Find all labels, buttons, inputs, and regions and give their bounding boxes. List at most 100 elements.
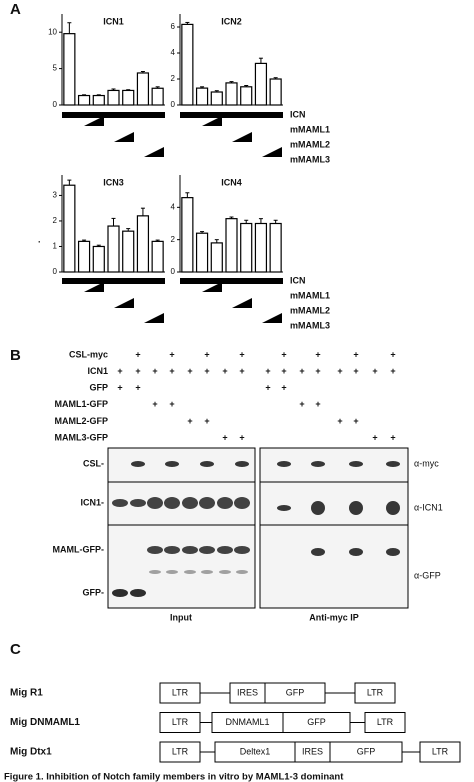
element-label: LTR [172, 717, 189, 727]
y-tick-label: 2 [171, 74, 176, 83]
band [184, 570, 196, 574]
element-label: Deltex1 [240, 746, 271, 756]
sign: + [222, 366, 227, 376]
band [182, 497, 198, 509]
band [147, 546, 163, 554]
sign: + [187, 416, 192, 426]
band [235, 461, 249, 467]
construct-name: Mig Dtx1 [10, 747, 52, 758]
sign: + [299, 366, 304, 376]
bar [269, 78, 282, 106]
ramp [144, 313, 164, 323]
chart-title: ICN1 [103, 16, 124, 26]
blot-group: Anti-myc IP [309, 612, 359, 622]
row-label: MAML3-GFP [55, 432, 109, 442]
sign: + [222, 432, 227, 442]
band [311, 501, 325, 515]
sign: + [117, 366, 122, 376]
sign: + [372, 432, 377, 442]
band [386, 548, 400, 556]
sign: + [353, 366, 358, 376]
y-tick-label: 4 [171, 202, 176, 211]
bar [92, 245, 105, 273]
construct-name: Mig R1 [10, 688, 43, 699]
sign: + [372, 366, 377, 376]
chart-title: ICN2 [221, 16, 242, 26]
ramp [262, 147, 282, 157]
sign: + [315, 399, 320, 409]
band [112, 589, 128, 597]
sign: + [265, 366, 270, 376]
condition-label: ICN [290, 275, 306, 285]
element-label: LTR [432, 746, 449, 756]
ramp [232, 298, 252, 308]
band [311, 461, 325, 467]
sign: + [281, 383, 286, 393]
bar [240, 222, 253, 273]
sign: + [281, 349, 286, 359]
bar [63, 33, 76, 106]
panel-label: B [10, 347, 21, 364]
band [236, 570, 248, 574]
ramp [144, 147, 164, 157]
y-tick-label: 0 [171, 267, 176, 276]
row-label: GFP [89, 383, 108, 393]
sign: + [152, 399, 157, 409]
band [219, 570, 231, 574]
band [130, 499, 146, 507]
sign: + [337, 366, 342, 376]
bar [195, 232, 209, 273]
row-label: MAML2-GFP [55, 416, 109, 426]
sign: + [337, 416, 342, 426]
bar [77, 94, 91, 106]
element-box [282, 712, 351, 733]
element-box [354, 682, 396, 704]
row-label: MAML1-GFP [55, 399, 109, 409]
bar [181, 197, 194, 273]
panel-label: A [10, 1, 21, 18]
element-box [159, 741, 201, 763]
bar [122, 89, 135, 106]
bar [136, 72, 150, 106]
condition-label: mMAML1 [290, 124, 330, 134]
bar [254, 62, 268, 106]
y-tick-label: 1 [53, 242, 58, 251]
condition-label: ICN [290, 109, 306, 119]
band [147, 497, 163, 509]
bar [254, 222, 268, 273]
y-tick-label: 5 [53, 64, 58, 73]
element-label: GFP [307, 717, 326, 727]
bar [151, 240, 164, 273]
ramp [114, 298, 134, 308]
sign: + [390, 432, 395, 442]
element-label: LTR [367, 687, 384, 697]
blot-box [259, 447, 409, 609]
ramp [262, 313, 282, 323]
sign: + [135, 383, 140, 393]
chart-title: ICN4 [221, 177, 242, 187]
element-label: LTR [172, 687, 189, 697]
bar [107, 89, 120, 106]
bar [210, 242, 223, 273]
y-tick-label: 3 [53, 191, 58, 200]
construct-name: Mig DNMAML1 [10, 717, 80, 728]
sign: + [239, 432, 244, 442]
ramp [232, 132, 252, 142]
sign: + [353, 416, 358, 426]
antibody-label: α-ICN1 [414, 502, 443, 512]
sign: + [239, 366, 244, 376]
sign: + [315, 349, 320, 359]
element-label: IRES [302, 746, 323, 756]
blot-box [107, 447, 256, 609]
band-label: GFP- [83, 587, 105, 597]
y-tick-label: 10 [48, 27, 57, 36]
bar [151, 87, 164, 106]
element-box [419, 741, 461, 763]
band [311, 548, 325, 556]
element-label: LTR [377, 717, 394, 727]
condition-label: mMAML3 [290, 320, 330, 330]
chart-title: ICN3 [103, 177, 124, 187]
band [277, 461, 291, 467]
band-label: MAML-GFP- [53, 544, 105, 554]
sign: + [239, 349, 244, 359]
